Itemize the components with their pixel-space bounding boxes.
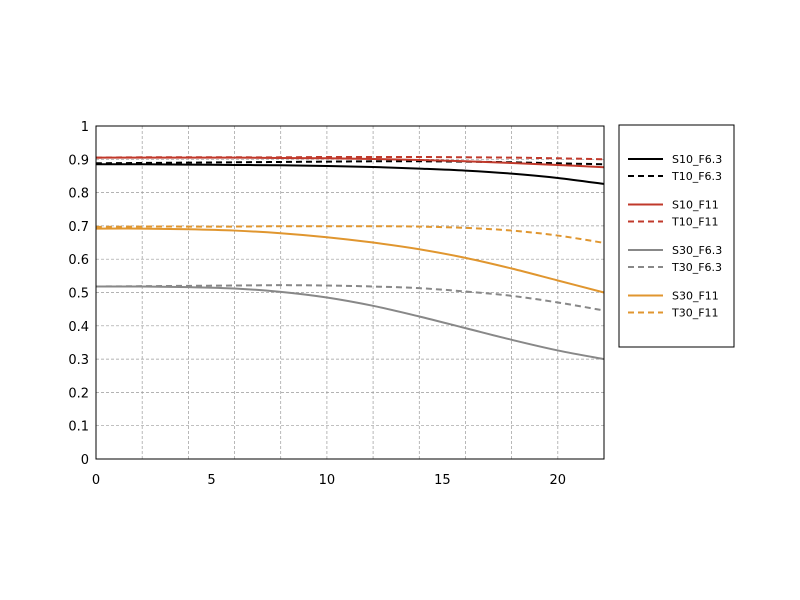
y-tick-label: 0.5 [68,287,89,302]
series-line-s30-f11 [95,227,605,294]
y-tick-label: 0.8 [68,187,89,202]
y-tick-label: 0.4 [68,320,89,335]
series-line-t10-f11 [95,155,605,161]
y-axis-ticks: 0 0.1 0.2 0.3 0.4 0.5 0.6 0.7 0.8 0.9 1 [68,120,89,468]
grid [96,126,604,459]
series-lines [95,155,605,361]
series-line-s10-f6-3 [95,163,605,185]
legend-label: S10_F6.3 [672,153,722,166]
x-tick-label: 0 [92,473,100,488]
series-line-s30-f6-3 [95,285,605,361]
y-tick-label: 0 [81,453,89,468]
legend: S10_F6.3 T10_F6.3 S10_F11 T10_F11 S30_F6.3 T3… [618,124,735,348]
legend-label: S30_F11 [672,290,719,303]
y-tick-label: 1 [81,120,89,135]
legend-label: T30_F11 [671,307,719,320]
x-tick-label: 15 [434,473,451,488]
x-tick-label: 20 [550,473,567,488]
series-line-t30-f11 [95,225,605,244]
series-line-t30-f6-3 [95,284,605,312]
x-tick-label: 10 [319,473,336,488]
y-tick-label: 0.3 [68,353,89,368]
y-tick-label: 0.2 [68,386,89,401]
series-line-s10-f11 [95,156,605,169]
y-tick-label: 0.6 [68,253,89,268]
legend-label: T10_F11 [671,216,719,229]
y-tick-label: 0.9 [68,153,89,168]
x-axis-ticks: 0 5 10 15 20 [92,473,566,488]
legend-label: S30_F6.3 [672,244,722,257]
legend-label: T30_F6.3 [671,261,722,274]
x-tick-label: 5 [207,473,215,488]
legend-label: S10_F11 [672,199,719,212]
legend-box [618,124,735,348]
series-line-t10-f6-3 [95,160,605,166]
y-tick-label: 0.1 [68,420,89,435]
plot-frame [95,125,605,460]
legend-label: T10_F6.3 [671,170,722,183]
y-tick-label: 0.7 [68,220,89,235]
